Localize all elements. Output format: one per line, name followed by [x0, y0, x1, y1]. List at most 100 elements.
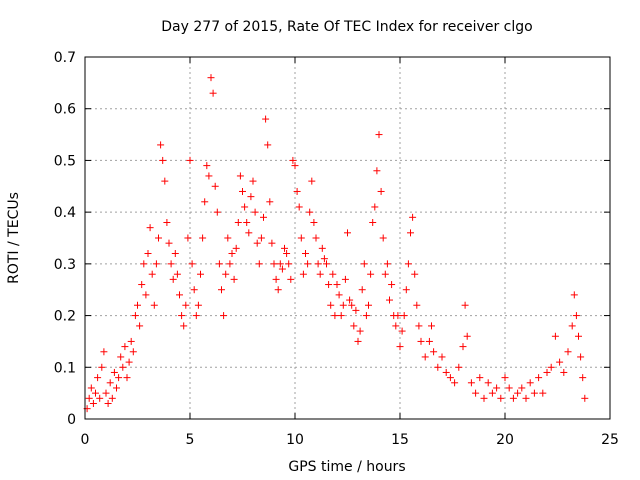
data-point [547, 363, 555, 371]
data-point [404, 260, 412, 268]
data-point [310, 218, 318, 226]
y-tick-label: 0.2 [54, 309, 76, 325]
data-point [192, 312, 200, 320]
data-point [205, 172, 213, 180]
data-point [331, 312, 339, 320]
data-point [304, 260, 312, 268]
data-point [262, 115, 270, 123]
data-point [575, 332, 582, 340]
data-point [539, 389, 547, 397]
data-point [501, 374, 509, 382]
data-point [398, 327, 406, 335]
x-tick-label: 25 [601, 432, 619, 448]
data-point [572, 312, 580, 320]
data-point [276, 260, 284, 268]
x-axis-label: GPS time / hours [288, 459, 405, 475]
data-point [455, 363, 463, 371]
data-point [188, 260, 196, 268]
data-point [178, 312, 186, 320]
data-point [150, 301, 158, 309]
data-point [173, 270, 181, 278]
data-point [110, 368, 118, 376]
data-point [325, 281, 333, 289]
data-point [190, 286, 198, 294]
data-point [488, 389, 496, 397]
data-point [369, 218, 377, 226]
data-point [577, 353, 585, 361]
data-point [570, 291, 578, 299]
data-point [379, 234, 387, 242]
y-tick-label: 0.4 [54, 205, 76, 221]
data-point [140, 260, 148, 268]
data-point [526, 379, 534, 387]
data-point [407, 229, 414, 237]
data-point [157, 141, 165, 149]
data-point [522, 394, 530, 402]
data-point [165, 239, 173, 247]
y-tick-label: 0.5 [54, 153, 76, 169]
data-point [438, 353, 446, 361]
data-point [308, 177, 316, 185]
data-point [484, 379, 492, 387]
data-point [131, 312, 139, 320]
data-point [266, 198, 274, 206]
data-point [467, 379, 475, 387]
data-point [362, 312, 370, 320]
data-point [102, 389, 110, 397]
data-point [295, 203, 303, 211]
grid [85, 57, 610, 419]
data-point [232, 244, 240, 252]
data-point [564, 348, 572, 356]
data-point [199, 234, 207, 242]
data-point [354, 337, 362, 345]
data-point [100, 348, 108, 356]
data-point [274, 286, 282, 294]
data-point [161, 177, 169, 185]
data-point [197, 270, 204, 278]
data-point [346, 296, 354, 304]
data-point [556, 358, 564, 366]
data-point [257, 234, 265, 242]
data-point [383, 260, 391, 268]
data-point [146, 224, 154, 232]
data-point [318, 244, 326, 252]
data-point [138, 281, 146, 289]
data-point [535, 374, 543, 382]
data-point [268, 239, 276, 247]
data-point [226, 260, 234, 268]
data-point [211, 182, 219, 190]
data-point [411, 270, 419, 278]
data-point [222, 270, 230, 278]
data-point [108, 394, 116, 402]
data-point [530, 389, 538, 397]
data-point [201, 198, 209, 206]
data-point [209, 89, 217, 97]
data-point [94, 374, 102, 382]
data-point [505, 384, 513, 392]
data-point [255, 260, 263, 268]
data-point [381, 270, 389, 278]
plot-frame [84, 56, 611, 420]
data-point [323, 260, 330, 268]
data-point [377, 187, 385, 195]
x-tick-label: 20 [496, 432, 514, 448]
data-point [159, 156, 167, 164]
data-point [184, 234, 192, 242]
data-point [155, 234, 162, 242]
data-point [125, 358, 133, 366]
data-point [253, 239, 261, 247]
data-point [119, 363, 127, 371]
data-point [446, 374, 454, 382]
data-point [409, 213, 417, 221]
data-point [152, 260, 160, 268]
data-point [220, 312, 228, 320]
data-point [493, 384, 501, 392]
data-point [207, 74, 215, 82]
data-point [260, 213, 267, 221]
data-point [341, 275, 349, 283]
data-point [497, 394, 505, 402]
data-point [249, 177, 257, 185]
data-point [234, 218, 242, 226]
data-point [104, 399, 112, 407]
